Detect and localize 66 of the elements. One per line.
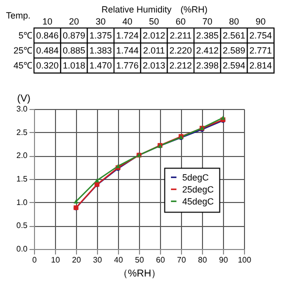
y-axis-title: Temp. <box>6 10 30 20</box>
y-tick-label: 0.0 <box>16 244 28 254</box>
data-label: 2.398 <box>196 60 219 70</box>
data-label: 1.375 <box>89 30 112 40</box>
data-label: 2.561 <box>222 30 246 40</box>
y-axis-title: (V) <box>17 94 30 104</box>
x-axis-title: （%RH） <box>118 268 162 280</box>
data-label: 2.011 <box>143 46 165 56</box>
data-label: 2.412 <box>196 46 219 56</box>
x-tick-label: 10 <box>51 256 60 264</box>
x-tick-label: 40 <box>114 256 124 264</box>
x-tick-label: 10 <box>42 16 52 26</box>
x-tick-label: 50 <box>148 16 160 26</box>
y-tick-label: 25℃ <box>13 46 32 56</box>
data-label: 0.885 <box>62 46 86 56</box>
data-label: 2.589 <box>222 46 246 56</box>
data-label: 1.018 <box>62 60 86 70</box>
x-tick-label: 40 <box>122 16 132 26</box>
data-label: 1.470 <box>89 60 112 70</box>
data-label: 2.220 <box>169 46 192 56</box>
legend-label: 45degC <box>182 196 214 206</box>
x-tick-label: 30 <box>93 256 102 264</box>
data-label: 1.383 <box>89 46 112 56</box>
data-label: 0.320 <box>36 60 59 70</box>
y-tick-label: 2.5 <box>16 128 28 137</box>
x-tick-label: 70 <box>202 16 212 26</box>
y-tick-label: 45℃ <box>13 60 32 70</box>
legend-label: 5degC <box>182 172 210 182</box>
x-tick-label: 80 <box>228 16 240 26</box>
data-label: 2.814 <box>249 60 272 70</box>
x-tick-label: 0 <box>32 256 38 264</box>
data-label: 2.211 <box>170 30 192 40</box>
y-tick-label: 0.5 <box>16 221 28 230</box>
data-label: 1.724 <box>116 30 139 40</box>
x-tick-label: 20 <box>68 16 80 26</box>
data-label: 2.754 <box>249 30 272 40</box>
x-tick-label: 90 <box>256 16 266 26</box>
data-label: 2.212 <box>169 60 192 70</box>
data-label: 2.594 <box>222 60 246 70</box>
point <box>74 199 78 204</box>
x-tick-label: 50 <box>135 256 144 264</box>
data-label: 0.484 <box>36 46 59 56</box>
y-tick-label: 1.5 <box>16 174 28 184</box>
legend-label: 25degC <box>182 184 214 194</box>
x-tick-label: 100 <box>238 256 252 264</box>
x-tick-label: 30 <box>96 16 106 26</box>
x-tick-label: 70 <box>177 256 186 264</box>
data-label: 1.744 <box>116 46 139 56</box>
y-tick-label: 2.0 <box>16 151 28 160</box>
y-tick-label: 5℃ <box>18 30 32 40</box>
data-label: 0.846 <box>36 30 59 40</box>
y-tick-label: 1.0 <box>16 198 28 207</box>
data-label: 2.771 <box>249 46 272 56</box>
data-label: 2.012 <box>142 30 166 40</box>
y-tick-label: 3.0 <box>16 104 28 114</box>
data-label: 0.879 <box>62 30 86 40</box>
x-tick-label: 90 <box>219 256 228 264</box>
point <box>94 178 100 182</box>
data-label: 1.776 <box>116 60 139 70</box>
x-axis-title: Relative Humidity (%RH) <box>101 4 208 14</box>
data-label: 2.013 <box>142 60 166 70</box>
x-tick-label: 80 <box>198 256 208 264</box>
x-tick-label: 60 <box>156 256 166 264</box>
x-tick-label: 60 <box>176 16 186 26</box>
x-tick-label: 20 <box>72 256 82 264</box>
data-label: 2.385 <box>196 30 219 40</box>
